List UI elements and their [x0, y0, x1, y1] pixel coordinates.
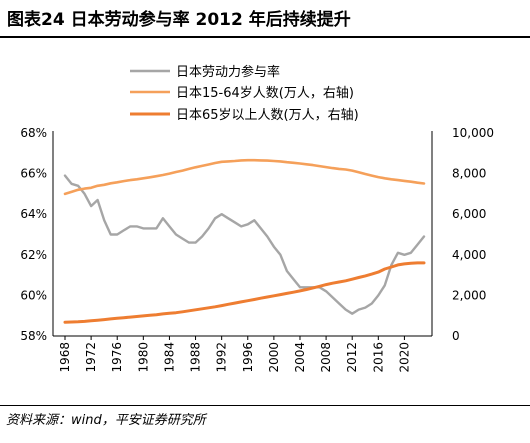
x-tick-label: 1976: [110, 342, 124, 373]
x-tick-label: 1996: [241, 342, 255, 373]
series-line-2: [63, 261, 426, 324]
x-tick-label: 1980: [136, 342, 150, 373]
figure-title: 图表24 日本劳动参与率 2012 年后持续提升: [7, 10, 351, 30]
legend-label-1: 日本15-64岁人数(万人，右轴): [176, 86, 354, 101]
right-y-axis: 0 2,000 4,000 6,000 8,000 10,000: [431, 126, 494, 343]
source-note: 资料来源：wind，平安证券研究所: [6, 413, 206, 428]
left-tick-label: 68%: [20, 126, 47, 140]
x-tick-label: 2012: [345, 342, 359, 373]
series-line-0: [63, 174, 426, 315]
left-tick-label: 62%: [20, 248, 47, 262]
right-tick-label: 0: [452, 329, 460, 343]
x-tick-label: 1992: [215, 342, 229, 373]
header-divider: [0, 36, 530, 38]
x-tick-label: 1988: [189, 342, 203, 373]
series-layer: [63, 158, 426, 324]
left-y-axis: 58% 60% 62% 64% 66% 68%: [20, 126, 54, 343]
right-tick-label: 4,000: [452, 248, 486, 262]
series-line-1: [63, 158, 426, 196]
x-tick-label: 2000: [267, 342, 281, 373]
footer-divider: [0, 405, 530, 406]
x-tick-label: 2020: [397, 342, 411, 373]
left-tick-label: 64%: [20, 207, 47, 221]
left-tick-label: 58%: [20, 329, 47, 343]
x-tick-label: 2016: [371, 342, 385, 373]
left-tick-label: 66%: [20, 167, 47, 181]
x-tick-label: 2004: [293, 342, 307, 373]
right-tick-label: 10,000: [452, 126, 494, 140]
legend-label-0: 日本劳动力参与率: [176, 64, 280, 80]
left-tick-label: 60%: [20, 288, 47, 302]
legend-label-2: 日本65岁以上人数(万人，右轴): [176, 108, 359, 123]
x-tick-label: 1972: [84, 342, 98, 373]
x-tick-label: 1968: [58, 342, 72, 373]
right-tick-label: 2,000: [452, 288, 486, 302]
right-tick-label: 6,000: [452, 207, 486, 221]
x-tick-label: 2008: [319, 342, 333, 373]
x-axis: 1968 1972 1976 1980 1984 1988 1992 1996 2000 2004…: [53, 335, 432, 373]
x-tick-label: 1984: [162, 342, 176, 373]
header: 图表24 日本劳动参与率 2012 年后持续提升: [0, 0, 530, 35]
right-tick-label: 8,000: [452, 167, 486, 181]
